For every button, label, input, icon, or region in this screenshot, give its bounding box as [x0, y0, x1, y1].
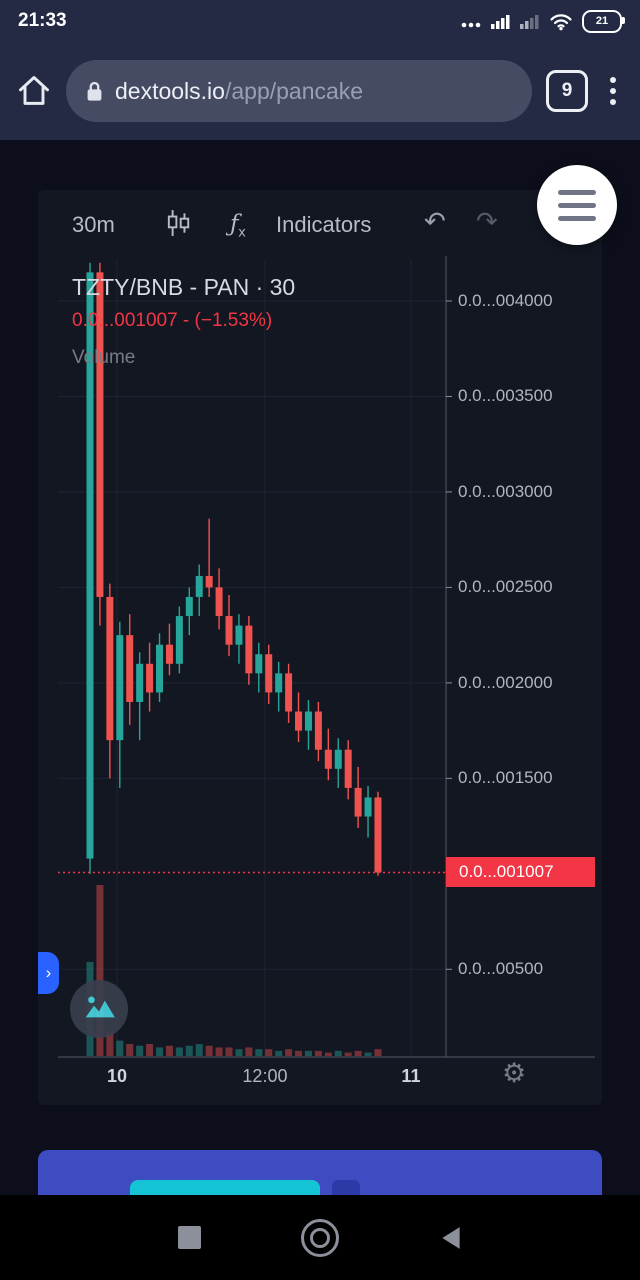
sidebar-expand-button[interactable]: › — [38, 952, 59, 994]
cellular-signal2-icon — [520, 15, 539, 29]
clock: 21:33 — [18, 10, 67, 31]
redo-icon[interactable]: ↷ — [476, 206, 498, 236]
back-button[interactable] — [439, 1225, 463, 1251]
battery-percent: 21 — [595, 15, 609, 27]
url-text: dextools.io /app/pancake — [115, 78, 363, 105]
home-button[interactable] — [16, 73, 52, 109]
android-nav-bar — [0, 1195, 640, 1280]
wifi-icon — [550, 13, 572, 30]
sim1-signal-dots-icon — [461, 22, 481, 28]
mountain-logo-icon — [85, 996, 115, 1018]
tab-switcher-button[interactable]: 9 — [546, 70, 588, 112]
fx-icon[interactable]: ƒx — [230, 211, 246, 240]
secondary-button[interactable] — [332, 1180, 360, 1195]
battery-icon: 21 — [582, 9, 625, 33]
url-domain: dextools.io — [115, 77, 225, 104]
chart-legend: TZTY/BNB - PAN · 30 0.0...001007 - (−1.5… — [72, 274, 295, 369]
floating-menu-button[interactable] — [537, 165, 617, 245]
home-nav-button[interactable] — [300, 1218, 339, 1257]
bottom-panel — [38, 1150, 602, 1195]
chart-style-icon[interactable] — [164, 208, 192, 238]
current-price-badge: 0.0...001007 — [446, 857, 595, 888]
status-bar: 21:33 21 — [0, 0, 640, 42]
price-change-line: 0.0...001007 - (−1.53%) — [72, 310, 273, 331]
browser-menu-button[interactable] — [602, 69, 624, 113]
lock-icon — [87, 81, 102, 101]
web-page: 30m ƒx Indicators ↶ ↷ TZTY/BNB - PAN · 3… — [0, 140, 640, 1195]
browser-chrome: dextools.io /app/pancake 9 — [0, 42, 640, 140]
pair-title: TZTY/BNB - PAN · 30 — [72, 274, 296, 300]
indicators-button[interactable]: Indicators — [276, 212, 372, 237]
undo-icon[interactable]: ↶ — [424, 206, 446, 236]
interval-button[interactable]: 30m — [72, 212, 115, 237]
chart-card: 30m ƒx Indicators ↶ ↷ TZTY/BNB - PAN · 3… — [38, 190, 602, 1105]
recents-button[interactable] — [177, 1226, 201, 1249]
dextools-watermark — [70, 980, 128, 1038]
volume-label: Volume — [72, 347, 136, 368]
tab-count: 9 — [561, 80, 573, 101]
url-bar[interactable]: dextools.io /app/pancake — [66, 60, 532, 122]
trade-button[interactable] — [130, 1180, 320, 1195]
status-icons: 21 — [460, 9, 625, 33]
cellular-signal-icon — [491, 15, 510, 29]
url-path: /app/pancake — [224, 77, 364, 104]
chart-settings-gear-icon[interactable]: ⚙ — [502, 1058, 527, 1088]
